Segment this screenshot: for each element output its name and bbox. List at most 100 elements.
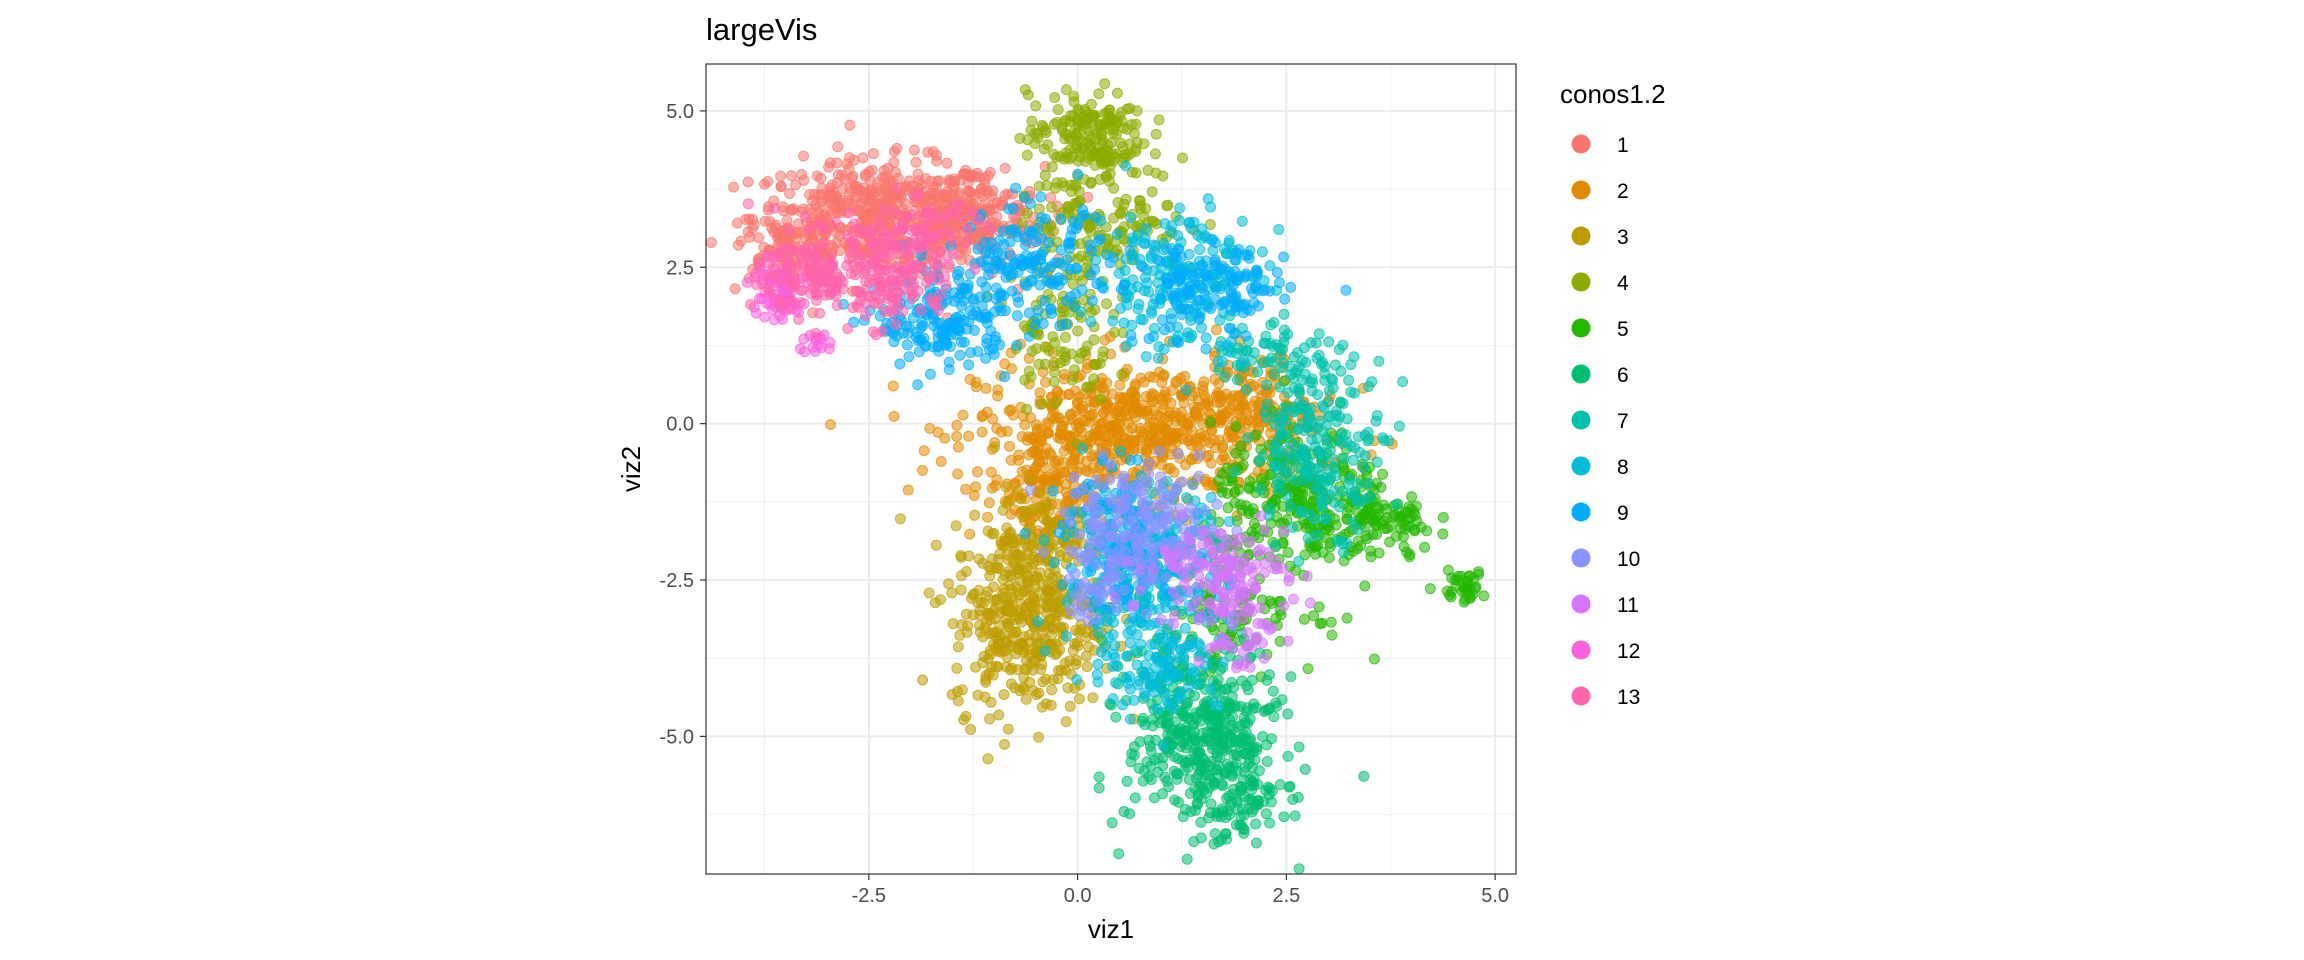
point-series-8 — [1166, 220, 1178, 232]
point-series-4 — [1095, 157, 1107, 169]
point-series-6 — [1250, 837, 1262, 849]
point-series-4 — [1088, 334, 1100, 346]
point-series-4 — [1023, 365, 1035, 377]
point-series-2 — [1069, 385, 1081, 397]
point-series-8 — [1153, 341, 1165, 353]
point-series-7 — [1289, 448, 1301, 460]
point-series-5 — [1467, 589, 1479, 600]
point-series-7 — [1390, 498, 1402, 510]
point-series-9 — [954, 349, 966, 361]
point-series-3 — [1007, 537, 1019, 549]
point-series-2 — [1160, 427, 1172, 439]
point-series-4 — [1095, 130, 1107, 142]
point-series-6 — [1217, 805, 1229, 817]
point-series-9 — [1196, 282, 1208, 294]
point-series-7 — [1278, 324, 1290, 336]
point-series-9 — [1004, 236, 1016, 248]
point-series-9 — [1156, 314, 1168, 326]
point-series-4 — [1089, 150, 1101, 162]
point-series-3 — [946, 689, 958, 700]
point-series-7 — [1373, 355, 1385, 367]
point-series-9 — [1043, 237, 1055, 248]
point-series-7 — [1272, 464, 1284, 476]
point-series-1 — [868, 148, 879, 160]
point-series-4 — [1070, 131, 1082, 143]
point-series-4 — [1042, 139, 1054, 151]
point-series-7 — [1324, 445, 1336, 456]
point-series-2 — [1007, 409, 1019, 421]
point-series-9 — [1166, 313, 1177, 325]
point-series-7 — [1336, 437, 1348, 449]
point-series-1 — [908, 144, 920, 156]
point-series-9 — [939, 327, 951, 339]
point-series-3 — [977, 557, 989, 569]
point-series-7 — [1275, 429, 1287, 441]
point-series-9 — [1053, 272, 1065, 284]
point-series-9 — [1079, 209, 1091, 221]
point-series-7 — [1320, 419, 1332, 431]
point-series-7 — [1241, 345, 1253, 357]
point-series-8 — [1137, 314, 1149, 326]
point-series-2 — [1165, 397, 1177, 409]
point-series-3 — [1060, 664, 1072, 676]
point-series-8 — [1185, 668, 1197, 679]
point-series-8 — [1125, 212, 1137, 223]
point-series-8 — [1202, 193, 1214, 205]
point-series-3 — [1069, 638, 1080, 650]
point-series-4 — [1049, 397, 1061, 409]
point-series-9 — [1047, 485, 1059, 497]
point-series-3 — [1080, 650, 1092, 662]
point-series-7 — [1341, 413, 1353, 425]
point-series-3 — [1041, 525, 1053, 537]
point-series-1 — [732, 239, 744, 251]
point-series-3 — [1042, 515, 1053, 527]
point-series-1 — [823, 161, 835, 173]
point-series-7 — [1333, 344, 1345, 355]
point-series-9 — [1026, 275, 1038, 287]
point-series-7 — [1278, 308, 1290, 320]
point-series-3 — [943, 578, 954, 590]
point-series-3 — [967, 589, 979, 601]
point-series-7 — [1278, 357, 1290, 369]
point-series-4 — [1081, 381, 1093, 393]
point-series-6 — [1235, 701, 1247, 712]
point-series-8 — [1092, 676, 1104, 688]
point-series-7 — [1330, 409, 1342, 421]
point-series-8 — [1145, 305, 1157, 317]
point-series-5 — [1216, 468, 1228, 480]
point-series-6 — [1219, 767, 1231, 779]
point-series-9 — [901, 339, 913, 351]
point-series-8 — [1182, 331, 1194, 343]
point-series-2 — [1143, 421, 1155, 433]
point-series-7 — [1311, 433, 1323, 444]
point-series-6 — [1250, 818, 1262, 830]
point-series-7 — [1231, 374, 1243, 386]
point-series-1 — [744, 231, 756, 243]
point-series-5 — [1411, 515, 1423, 527]
point-series-5 — [1235, 440, 1247, 452]
point-series-3 — [984, 713, 996, 725]
point-series-7 — [1269, 418, 1281, 430]
point-series-3 — [960, 566, 972, 577]
point-series-4 — [1138, 211, 1150, 223]
point-series-6 — [1260, 785, 1272, 797]
point-series-2 — [1097, 417, 1109, 429]
point-series-3 — [1002, 723, 1014, 735]
point-series-8 — [1172, 230, 1184, 242]
point-series-6 — [1264, 817, 1276, 829]
point-series-3 — [1005, 640, 1016, 652]
point-series-6 — [1200, 768, 1212, 780]
point-series-9 — [1240, 330, 1252, 342]
point-series-7 — [1397, 376, 1409, 388]
point-series-7 — [1293, 555, 1305, 567]
point-series-7 — [1292, 347, 1303, 358]
point-series-6 — [1248, 779, 1260, 791]
point-series-3 — [989, 441, 1001, 453]
point-series-2 — [985, 466, 997, 478]
point-series-2 — [887, 380, 899, 392]
point-series-8 — [1048, 557, 1060, 569]
point-series-9 — [1205, 303, 1217, 315]
point-series-7 — [1358, 461, 1370, 473]
point-series-8 — [1115, 445, 1127, 457]
point-series-3 — [974, 620, 985, 631]
